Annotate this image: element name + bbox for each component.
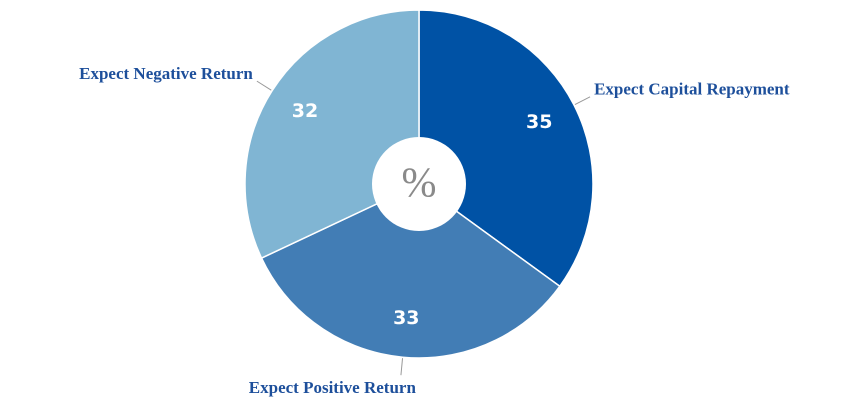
category-label: Expect Positive Return xyxy=(249,378,417,397)
category-label: Expect Negative Return xyxy=(79,64,253,83)
center-label: % xyxy=(402,161,437,207)
data-label: 33 xyxy=(393,307,419,329)
center-hole xyxy=(372,137,466,231)
leader-line xyxy=(400,358,404,376)
data-label: 35 xyxy=(526,111,552,133)
leader-line xyxy=(574,96,591,105)
category-label: Expect Capital Repayment xyxy=(594,80,790,99)
leader-line xyxy=(256,80,272,91)
data-label: 32 xyxy=(292,100,318,122)
slice xyxy=(260,183,561,359)
slice xyxy=(418,9,594,288)
